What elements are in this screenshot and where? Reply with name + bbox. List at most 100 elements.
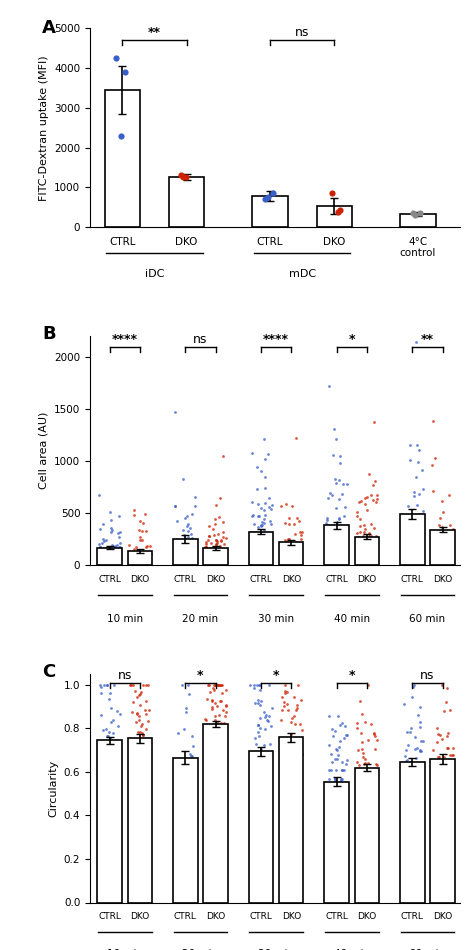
Point [296,537,303,552]
Point [205,725,213,740]
Point [333,552,341,567]
Point [282,535,290,550]
Point [445,726,452,741]
Point [417,714,424,730]
Point [286,538,293,553]
Point [138,523,146,539]
Point [188,506,195,522]
Point [339,477,346,492]
Point [283,696,291,712]
Point [206,548,213,563]
Point [435,824,443,839]
Point [135,551,142,566]
Point [259,750,266,766]
Point [441,528,449,543]
Point [430,771,438,787]
Point [187,555,195,570]
Point [206,684,214,699]
Point [106,686,114,701]
Point [105,725,112,740]
Point [252,526,260,542]
Point [436,789,443,805]
Point [354,754,361,770]
Point [358,793,365,808]
Point [353,796,361,811]
Point [298,524,306,540]
Point [365,530,373,545]
Point [187,783,195,798]
Point [182,510,189,525]
Point [267,543,275,559]
Point [251,526,259,542]
Point [258,514,266,529]
Point [342,528,349,543]
Point [354,540,361,555]
Point [189,551,196,566]
Point [327,544,334,560]
Point [259,818,267,833]
Point [216,716,224,732]
Point [344,532,351,547]
Point [342,727,349,742]
Point [184,540,192,555]
Point [283,549,290,564]
Point [402,753,410,769]
Point [220,715,228,731]
Point [325,771,333,787]
Point [322,522,330,538]
Point [343,547,350,562]
Point [171,768,179,783]
Point [130,542,137,557]
Point [256,710,264,725]
Point [278,750,286,765]
Point [209,554,216,569]
Point [212,775,219,790]
Point [211,793,219,808]
Point [114,556,121,571]
Point [430,805,438,820]
Point [185,554,193,569]
Point [399,754,407,770]
Point [222,704,230,719]
Point [201,540,209,555]
Point [324,547,332,562]
Point [366,538,374,553]
Point [370,726,378,741]
Point [409,795,417,810]
Point [182,546,190,561]
Point [335,511,342,526]
Point [356,694,363,709]
Point [98,708,105,723]
Point [248,446,255,461]
Point [102,722,110,737]
Point [191,499,199,514]
Point [127,771,134,787]
Point [203,547,210,562]
Point [361,751,369,767]
Point [247,552,255,567]
Point [202,540,210,555]
Point [184,800,191,815]
Text: 20 min: 20 min [182,614,219,623]
Point [182,550,190,565]
Point [407,506,415,522]
Point [136,545,144,560]
Point [447,543,455,559]
Point [279,744,287,759]
Point [192,556,200,571]
Point [333,431,340,446]
Point [443,542,451,558]
Point [184,541,191,556]
Point [401,696,408,712]
Point [283,552,291,567]
Point [209,721,217,736]
Bar [105,90,140,227]
Point [277,712,284,728]
Point [178,756,186,771]
Point [438,732,446,747]
Point [218,686,226,701]
Point [256,720,264,735]
Point [279,545,286,560]
Point [96,539,104,554]
Point [294,535,301,550]
